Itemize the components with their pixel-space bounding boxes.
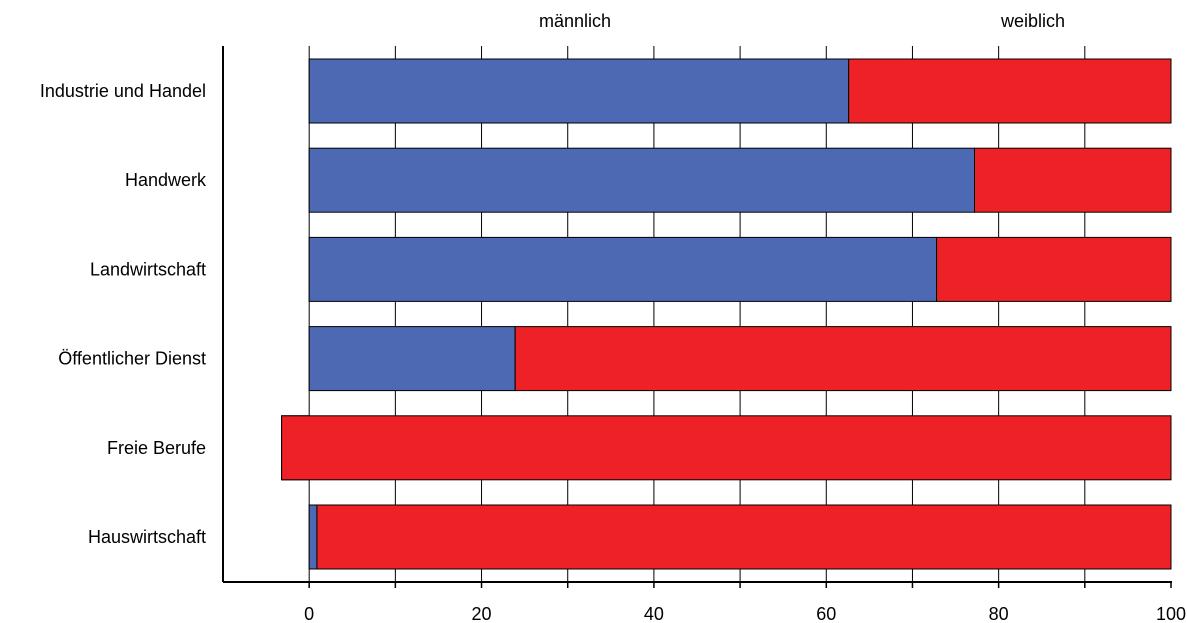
category-label: Industrie und Handel [40,81,206,101]
female-bar [848,58,1172,124]
male-legend-label: männlich [539,11,611,31]
grid-lines [308,46,1086,582]
x-tick-label: 20 [472,604,492,623]
x-tick-label: 40 [644,604,664,623]
category-label: Handwerk [125,170,207,190]
category-label: Hauswirtschaft [88,527,206,547]
bars [281,58,1172,570]
category-label: Landwirtschaft [90,259,206,279]
female-legend-label: weiblich [1000,11,1065,31]
axes [222,46,1172,588]
female-bar [281,415,1172,481]
male-bar [308,326,516,392]
female-bar [936,236,1172,302]
female-bar [974,147,1172,213]
x-tick-label: 60 [816,604,836,623]
x-tick-label: 100 [1156,604,1186,623]
category-labels: Industrie und Handel Handwerk Landwirtscha… [40,81,207,547]
female-bar [514,326,1172,392]
male-bar [308,147,976,213]
male-bar [308,58,850,124]
male-bar [308,236,938,302]
category-label: Freie Berufe [107,438,206,458]
legend: männlich weiblich [539,11,1065,31]
x-tick-label: 0 [304,604,314,623]
female-bar [316,504,1172,570]
x-tick-label: 80 [989,604,1009,623]
x-tick-labels: 0 20 40 60 80 100 [304,604,1186,623]
category-label: Öffentlicher Dienst [58,349,206,369]
male-bar [308,504,318,570]
